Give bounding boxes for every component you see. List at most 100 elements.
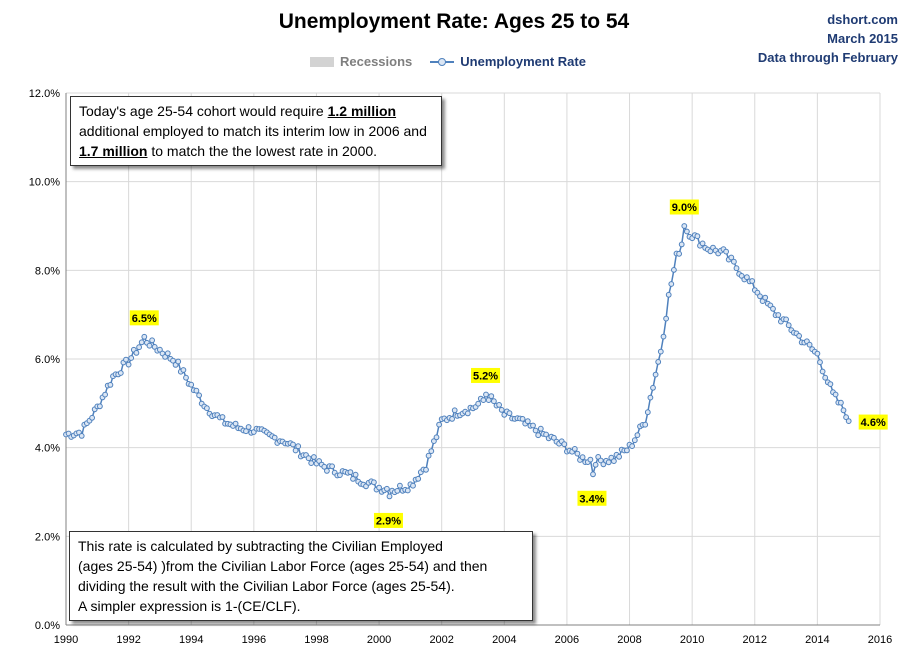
data-point [665, 291, 672, 298]
data-point [624, 447, 630, 454]
note-top-highlight-2: 1.7 million [79, 143, 148, 159]
data-point [415, 475, 422, 482]
data-point [271, 434, 278, 441]
callout-label: 9.0% [672, 202, 697, 214]
data-point [757, 293, 763, 300]
recession-swatch-icon [310, 56, 334, 67]
data-point [451, 407, 458, 414]
x-tick-label: 1998 [304, 634, 328, 646]
callout-bg [669, 199, 699, 215]
data-point [496, 402, 503, 408]
data-point [819, 368, 826, 375]
data-point [146, 342, 153, 349]
callout-label: 6.5% [132, 313, 157, 325]
data-point [449, 416, 456, 422]
data-point [817, 359, 823, 366]
axis-layer: 0.0% 2.0% 4.0% 6.0% 8.0% 10.0% 12.0% 1990 1992 19… [29, 88, 892, 646]
data-point [488, 393, 495, 400]
x-tick-label: 2006 [555, 634, 579, 646]
data-point [605, 459, 612, 466]
data-point [89, 414, 95, 421]
data-point [532, 427, 539, 434]
note-bottom-line-1: This rate is calculated by subtracting t… [78, 538, 443, 554]
data-point [843, 414, 849, 421]
data-point [107, 382, 114, 388]
data-point [678, 241, 685, 248]
data-point [783, 316, 789, 323]
data-point [292, 447, 299, 454]
data-point [149, 337, 156, 344]
data-point [524, 418, 531, 425]
data-point [535, 432, 542, 439]
data-point [410, 482, 416, 489]
data-point [138, 339, 145, 346]
source-block: dshort.com March 2015 Data through Febru… [758, 10, 898, 67]
data-point [290, 441, 296, 448]
data-point [337, 472, 343, 479]
note-bottom-line-4: A simpler expression is 1-(CE/CLF). [78, 598, 301, 614]
data-point [744, 274, 750, 281]
y-tick-label: 2.0% [35, 531, 60, 543]
data-point [684, 228, 690, 235]
note-top-text-3: to match the the lowest rate in 2000. [147, 143, 378, 159]
x-tick-label: 1994 [179, 634, 203, 646]
x-tick-label: 2016 [868, 634, 892, 646]
data-point [762, 294, 769, 301]
data-point [537, 425, 544, 432]
data-point [681, 223, 688, 229]
data-point [530, 422, 536, 429]
x-tick-label: 1990 [54, 634, 78, 646]
callout-bg [858, 414, 888, 430]
x-tick-label: 2000 [367, 634, 391, 646]
data-point [480, 397, 487, 404]
data-point [170, 357, 176, 364]
x-tick-label: 2014 [805, 634, 829, 646]
data-point [660, 333, 667, 340]
data-point [175, 358, 182, 365]
line-marker-icon [430, 57, 455, 67]
data-point [796, 333, 802, 339]
data-point [384, 485, 390, 492]
callout: 3.4% [577, 490, 607, 506]
y-tick-label: 0.0% [35, 620, 60, 632]
data-point [157, 346, 163, 353]
data-point [183, 374, 189, 381]
data-point [668, 281, 675, 287]
x-tick-label: 2002 [429, 634, 453, 646]
data-point [574, 450, 581, 457]
data-point [631, 437, 638, 444]
data-point [428, 448, 435, 455]
data-point [694, 233, 701, 240]
data-point [485, 397, 492, 404]
source-date: March 2015 [827, 31, 898, 46]
data-point [123, 356, 129, 363]
data-point [840, 407, 847, 414]
y-tick-label: 6.0% [35, 354, 60, 366]
data-point [311, 454, 317, 460]
data-point [749, 278, 756, 284]
data-point [827, 381, 834, 388]
y-tick-label: 12.0% [29, 88, 60, 100]
data-point [386, 493, 393, 500]
data-point [676, 250, 682, 257]
data-point [347, 469, 354, 476]
y-tick-label: 4.0% [35, 443, 60, 455]
data-point [498, 407, 505, 413]
chart-title: Unemployment Rate: Ages 25 to 54 [278, 10, 630, 33]
callout-bg [471, 367, 501, 383]
data-point [723, 248, 729, 255]
data-point [728, 254, 735, 261]
series-layer [63, 223, 852, 500]
callout-label: 2.9% [376, 515, 401, 527]
data-point [433, 434, 440, 441]
data-point [629, 443, 635, 450]
note-top-highlight-1: 1.2 million [327, 103, 397, 119]
data-point [597, 457, 604, 464]
x-tick-label: 1992 [116, 634, 140, 646]
callout-label: 5.2% [473, 370, 498, 382]
callout-bg [373, 512, 403, 528]
data-point [770, 305, 776, 312]
data-point [671, 267, 677, 273]
source-coverage: Data through February [757, 50, 898, 65]
callout-bg [577, 490, 607, 506]
